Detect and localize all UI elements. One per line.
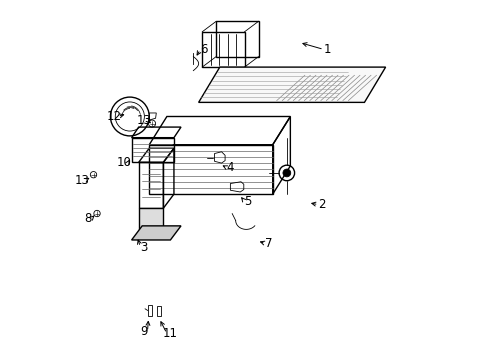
Text: 3: 3 — [140, 240, 147, 253]
Text: 9: 9 — [140, 325, 147, 338]
Text: 12: 12 — [106, 110, 121, 123]
Text: 5: 5 — [244, 195, 251, 208]
Polygon shape — [198, 67, 385, 102]
Polygon shape — [139, 208, 163, 229]
Text: 2: 2 — [318, 198, 325, 211]
Text: 10: 10 — [117, 156, 132, 169]
Text: 7: 7 — [265, 237, 272, 250]
Polygon shape — [131, 226, 181, 240]
Circle shape — [283, 169, 290, 177]
Text: 6: 6 — [200, 43, 207, 56]
Text: 11: 11 — [163, 327, 178, 340]
Text: 13: 13 — [136, 113, 151, 126]
Text: 13: 13 — [75, 174, 89, 186]
Text: 8: 8 — [83, 212, 91, 225]
Text: 4: 4 — [226, 161, 234, 174]
Text: 1: 1 — [323, 43, 330, 56]
